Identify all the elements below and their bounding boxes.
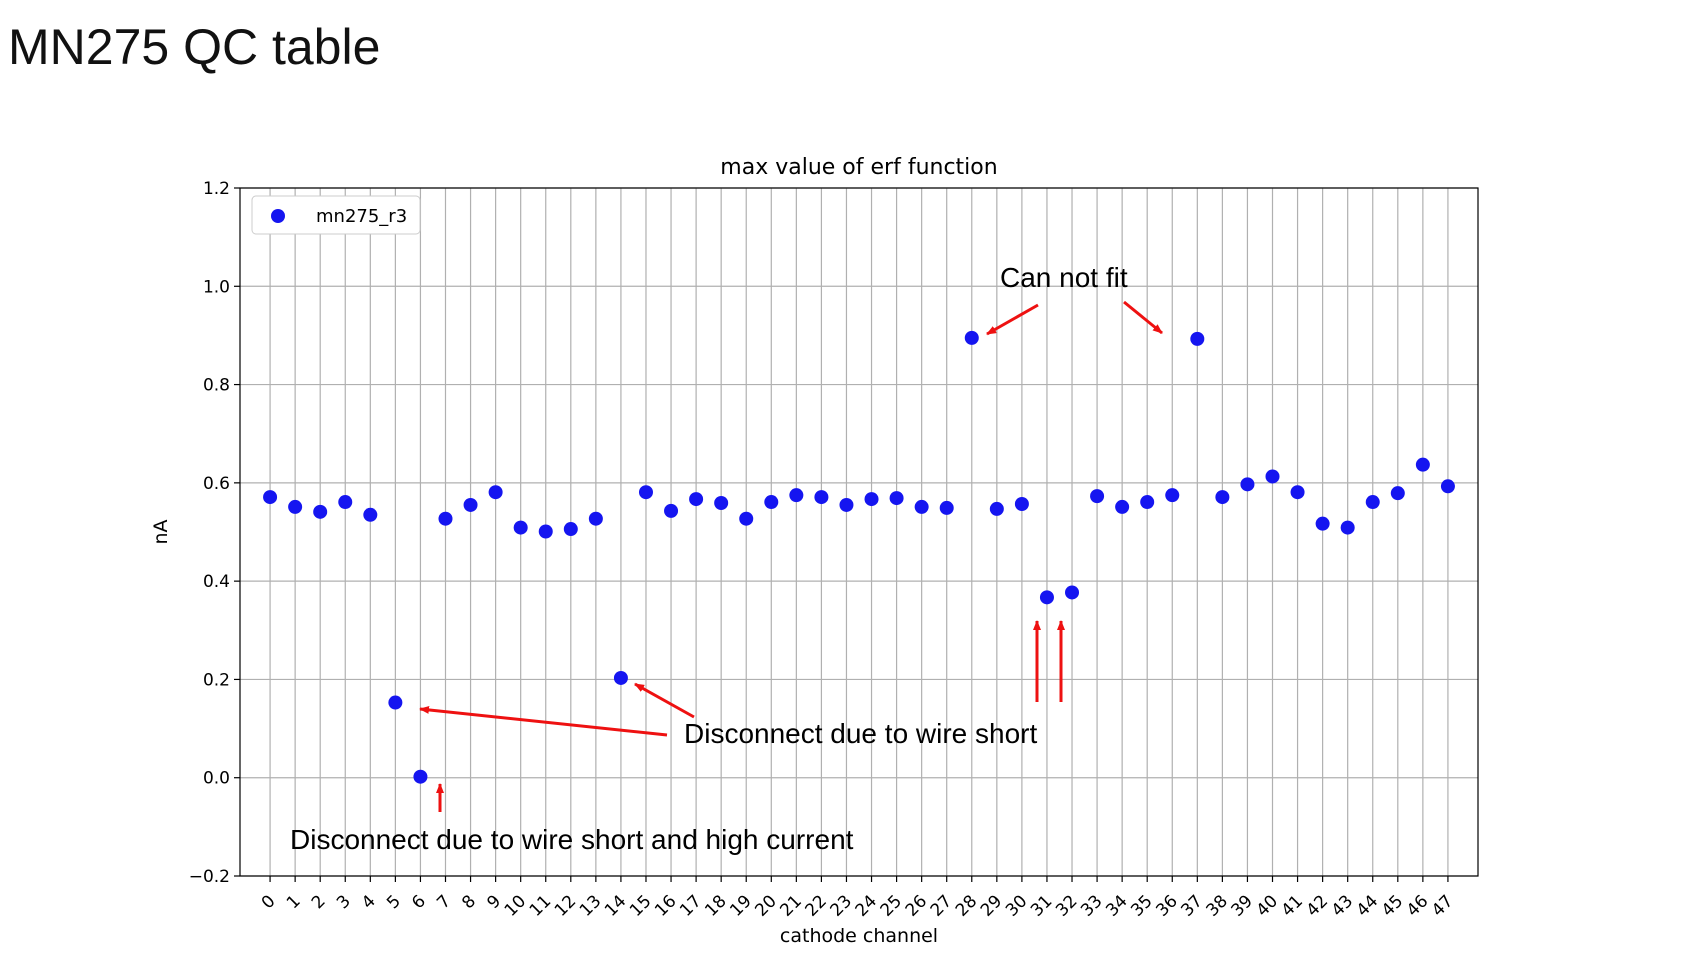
- data-point: [1415, 457, 1430, 472]
- data-point: [388, 695, 403, 710]
- y-tick-label: 1.2: [203, 179, 230, 199]
- legend-marker: [271, 209, 285, 223]
- data-point: [638, 485, 653, 500]
- x-tick-label: 3: [333, 891, 355, 913]
- data-point: [1215, 490, 1230, 505]
- data-point: [1440, 479, 1455, 494]
- data-point: [714, 496, 729, 511]
- data-point: [664, 503, 679, 518]
- slide-title: MN275 QC table: [8, 19, 381, 75]
- data-point: [1014, 496, 1029, 511]
- annotation-arrow: [419, 705, 668, 737]
- data-point: [263, 490, 278, 505]
- annotation-arrow: [634, 682, 695, 719]
- y-tick-label: 1.0: [203, 277, 230, 297]
- y-tick-label: 0.0: [203, 769, 230, 789]
- data-point: [789, 488, 804, 503]
- data-point: [488, 485, 503, 500]
- x-axis: 0 1 2 3 4 5 6 7 8 9101112131415161718192021222324…: [258, 876, 1457, 921]
- data-point: [989, 501, 1004, 516]
- data-point: [538, 524, 553, 539]
- legend-label: mn275_r3: [316, 206, 407, 227]
- x-axis-label: cathode channel: [780, 925, 938, 947]
- annotation-arrow: [1123, 300, 1163, 335]
- data-point: [463, 497, 478, 512]
- data-point: [814, 490, 829, 505]
- data-point: [1240, 477, 1255, 492]
- data-point: [889, 491, 904, 506]
- data-point: [1340, 520, 1355, 535]
- data-point: [1315, 516, 1330, 531]
- data-point: [1090, 489, 1105, 504]
- data-point: [1365, 495, 1380, 510]
- x-tick-label: 5: [383, 891, 405, 913]
- x-tick-label: 47: [1428, 891, 1457, 920]
- grid: [240, 187, 1478, 877]
- data-point: [1140, 495, 1155, 510]
- data-point: [839, 497, 854, 512]
- data-point: [1190, 331, 1205, 346]
- x-tick-label: 9: [483, 891, 505, 913]
- data-point: [914, 499, 929, 514]
- annotation-cannot-fit: Can not fit: [1000, 262, 1128, 293]
- data-point: [288, 499, 303, 514]
- data-point: [764, 495, 779, 510]
- data-point: [689, 492, 704, 507]
- annotation-wire-short: Disconnect due to wire short: [684, 718, 1038, 749]
- y-axis: −0.2 0.0 0.2 0.4 0.6 0.8 1.0 1.2: [189, 179, 240, 887]
- x-tick-label: 7: [433, 891, 455, 913]
- chart-title: max value of erf function: [720, 155, 997, 180]
- data-points: [263, 330, 1455, 784]
- y-tick-label: 0.4: [203, 572, 230, 592]
- data-point: [613, 670, 628, 685]
- annotation-arrows: [419, 300, 1163, 812]
- data-point: [1039, 590, 1054, 605]
- legend: mn275_r3: [251, 195, 421, 235]
- data-point: [1065, 585, 1080, 600]
- plot-frame: [239, 187, 1479, 877]
- data-point: [864, 492, 879, 507]
- data-point: [1165, 488, 1180, 503]
- x-tick-label: 2: [308, 891, 330, 913]
- data-point: [739, 511, 754, 526]
- data-point: [363, 507, 378, 522]
- data-point: [1265, 469, 1280, 484]
- data-point: [1290, 485, 1305, 500]
- y-tick-label: 0.6: [203, 474, 230, 494]
- y-tick-label: −0.2: [189, 867, 230, 887]
- data-point: [939, 500, 954, 515]
- y-axis-label: nA: [150, 519, 172, 544]
- data-point: [964, 330, 979, 345]
- x-tick-label: 0: [258, 891, 280, 913]
- x-tick-label: 8: [458, 891, 480, 913]
- data-point: [588, 511, 603, 526]
- data-point: [513, 520, 528, 535]
- data-point: [313, 504, 328, 519]
- y-tick-label: 0.2: [203, 670, 230, 690]
- y-tick-label: 0.8: [203, 376, 230, 396]
- x-tick-label: 4: [358, 891, 380, 913]
- data-point: [563, 522, 578, 537]
- legend-box: [251, 195, 421, 235]
- annotation-wire-short-high-current: Disconnect due to wire short and high cu…: [290, 824, 854, 855]
- data-point: [1390, 486, 1405, 501]
- data-point: [413, 769, 428, 784]
- annotation-arrow: [986, 303, 1039, 336]
- data-point: [1115, 499, 1130, 514]
- x-tick-label: 1: [283, 891, 305, 913]
- data-point: [438, 511, 453, 526]
- data-point: [338, 495, 353, 510]
- x-tick-label: 6: [408, 891, 430, 913]
